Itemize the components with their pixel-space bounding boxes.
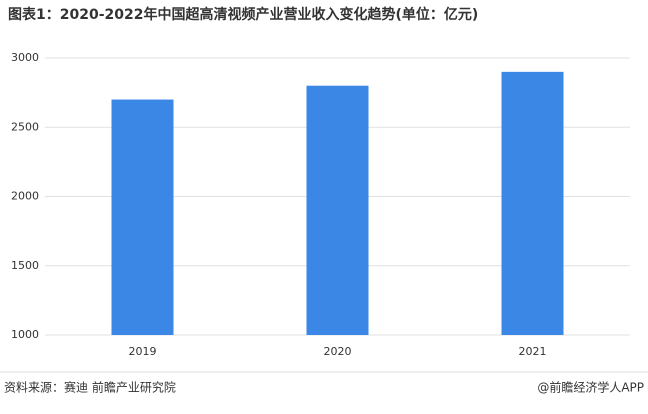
y-tick-label: 2500 (11, 120, 39, 133)
bar (501, 71, 564, 335)
x-tick-label: 2020 (324, 345, 352, 358)
chart-title: 图表1：2020-2022年中国超高清视频产业营业收入变化趋势(单位：亿元) (8, 6, 478, 23)
bar (111, 99, 174, 335)
y-tick-label: 2000 (11, 190, 39, 203)
x-tick-label: 2021 (519, 345, 547, 358)
y-tick-label: 1500 (11, 259, 39, 272)
y-tick-label: 3000 (11, 51, 39, 64)
bar (306, 85, 369, 335)
x-tick-label: 2019 (129, 345, 157, 358)
source: 资料来源：赛迪 前瞻产业研究院 (4, 380, 176, 395)
credit: @前瞻经济学人APP (537, 380, 644, 395)
y-tick-label: 1000 (11, 328, 39, 341)
